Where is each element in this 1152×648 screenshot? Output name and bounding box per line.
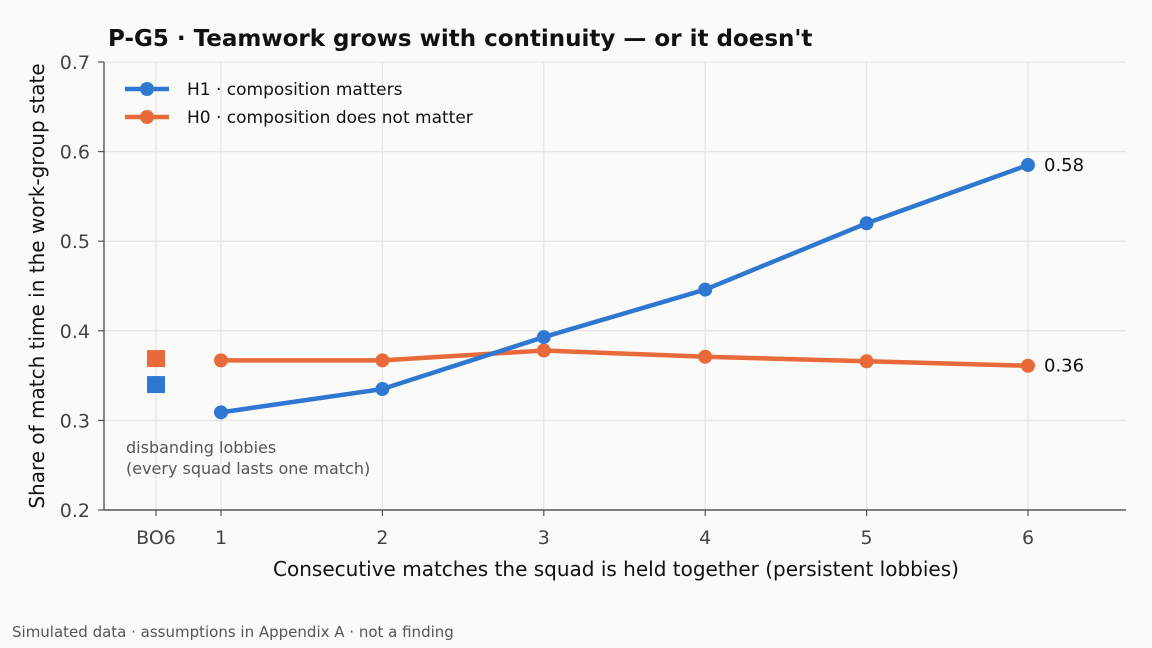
series-line bbox=[218, 348, 1031, 368]
baseline-markers bbox=[147, 350, 165, 394]
y-axis-title: Share of match time in the work-group st… bbox=[25, 63, 49, 508]
baseline-marker bbox=[147, 376, 165, 394]
x-tick-label: 4 bbox=[699, 527, 711, 549]
grid-lines bbox=[104, 61, 1126, 510]
series-line bbox=[218, 162, 1031, 415]
y-tick-label: 0.6 bbox=[60, 142, 90, 164]
x-tick-label: BO6 bbox=[136, 527, 176, 549]
legend-swatch-marker bbox=[140, 82, 154, 96]
legend-label: H1 · composition matters bbox=[187, 80, 403, 100]
y-tick-label: 0.4 bbox=[60, 321, 90, 343]
x-tick-label: 1 bbox=[215, 527, 227, 549]
data-point bbox=[375, 353, 390, 368]
data-point bbox=[698, 349, 713, 364]
x-tick-label: 5 bbox=[861, 527, 873, 549]
legend-label: H0 · composition does not matter bbox=[187, 108, 473, 128]
legend-swatch-marker bbox=[140, 110, 154, 124]
x-tick-label: 2 bbox=[376, 527, 388, 549]
data-point bbox=[859, 216, 874, 231]
data-point bbox=[859, 354, 874, 369]
footer-note: Simulated data · assumptions in Appendix… bbox=[12, 623, 454, 641]
data-points bbox=[214, 158, 1035, 420]
x-axis-title: Consecutive matches the squad is held to… bbox=[273, 557, 959, 581]
data-point bbox=[1021, 358, 1035, 373]
data-point bbox=[375, 382, 390, 397]
data-point bbox=[698, 282, 713, 297]
axes bbox=[98, 61, 1126, 516]
chart-title: P-G5 · Teamwork grows with continuity — … bbox=[108, 26, 812, 52]
baseline-marker bbox=[147, 350, 165, 368]
end-value-label: 0.58 bbox=[1044, 155, 1084, 176]
data-point bbox=[536, 330, 551, 345]
annotation-line-2: (every squad lasts one match) bbox=[126, 459, 370, 478]
tick-labels: 0.2 0.3 0.4 0.5 0.6 0.7 BO6 1 2 3 4 5 6 bbox=[60, 52, 1034, 549]
series-lines bbox=[218, 162, 1031, 415]
x-tick-label: 3 bbox=[538, 527, 550, 549]
annotation: disbanding lobbies (every squad lasts on… bbox=[126, 438, 370, 478]
end-labels: 0.36 0.58 bbox=[1044, 155, 1084, 377]
end-value-label: 0.36 bbox=[1044, 356, 1084, 377]
y-tick-label: 0.3 bbox=[60, 410, 90, 432]
y-tick-label: 0.7 bbox=[60, 52, 90, 74]
y-tick-label: 0.2 bbox=[60, 500, 90, 522]
data-point bbox=[214, 353, 228, 368]
x-tick-label: 6 bbox=[1022, 527, 1034, 549]
legend: H1 · composition matters H0 · composition… bbox=[125, 80, 473, 128]
data-point bbox=[536, 343, 551, 358]
y-tick-label: 0.5 bbox=[60, 231, 90, 253]
data-point bbox=[1021, 158, 1035, 173]
data-point bbox=[214, 405, 228, 420]
annotation-line-1: disbanding lobbies bbox=[126, 438, 276, 457]
